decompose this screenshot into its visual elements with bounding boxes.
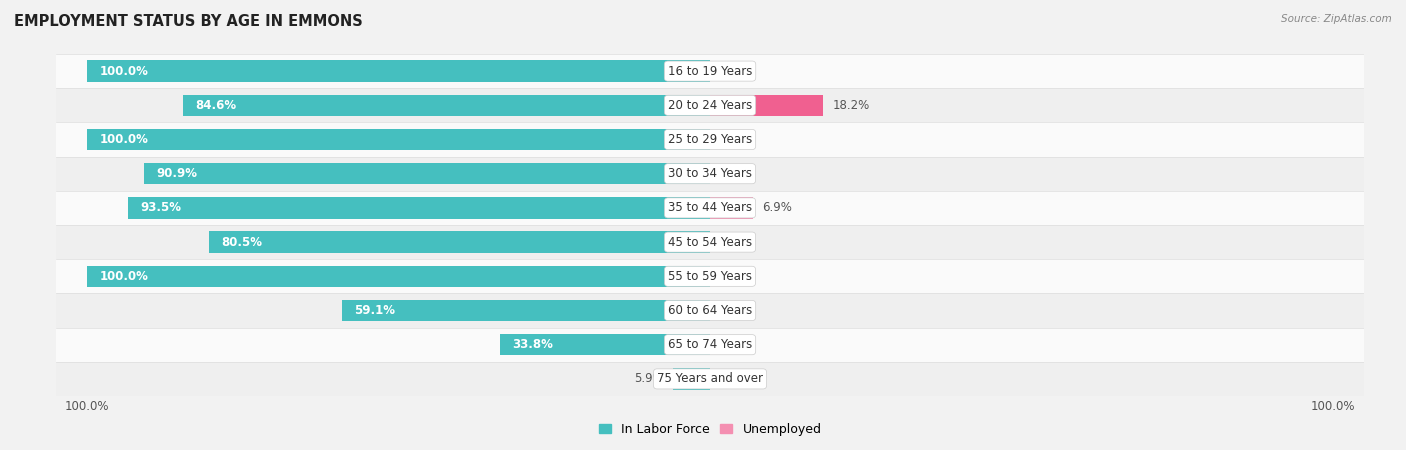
Bar (56, 88, 1364, 122)
Text: 5.9%: 5.9% (634, 373, 664, 385)
Text: 25 to 29 Years: 25 to 29 Years (668, 133, 752, 146)
Bar (56, 122, 1364, 157)
Text: 35 to 44 Years: 35 to 44 Years (668, 202, 752, 214)
Bar (143, 163, 710, 184)
Text: 0.0%: 0.0% (720, 133, 749, 146)
Text: 0.0%: 0.0% (720, 167, 749, 180)
Text: EMPLOYMENT STATUS BY AGE IN EMMONS: EMPLOYMENT STATUS BY AGE IN EMMONS (14, 14, 363, 28)
Bar (56, 191, 1364, 225)
Text: 55 to 59 Years: 55 to 59 Years (668, 270, 752, 283)
Legend: In Labor Force, Unemployed: In Labor Force, Unemployed (593, 418, 827, 441)
Text: 18.2%: 18.2% (832, 99, 870, 112)
Text: 16 to 19 Years: 16 to 19 Years (668, 65, 752, 77)
Bar (87, 60, 710, 82)
Text: 0.0%: 0.0% (720, 236, 749, 248)
Text: 80.5%: 80.5% (221, 236, 263, 248)
Bar (56, 259, 1364, 293)
Text: 65 to 74 Years: 65 to 74 Years (668, 338, 752, 351)
Text: 0.0%: 0.0% (720, 270, 749, 283)
Text: 100.0%: 100.0% (100, 270, 149, 283)
Bar (499, 334, 710, 356)
Text: 0.0%: 0.0% (720, 65, 749, 77)
Bar (342, 300, 710, 321)
Bar (208, 231, 710, 253)
Text: 0.0%: 0.0% (720, 338, 749, 351)
Text: 30 to 34 Years: 30 to 34 Years (668, 167, 752, 180)
Bar (128, 197, 710, 219)
Bar (56, 293, 1364, 328)
Bar (710, 197, 754, 219)
Text: 59.1%: 59.1% (354, 304, 395, 317)
Text: 84.6%: 84.6% (195, 99, 236, 112)
Bar (183, 94, 710, 116)
Text: 33.8%: 33.8% (512, 338, 553, 351)
Bar (56, 157, 1364, 191)
Bar (56, 54, 1364, 88)
Text: 60 to 64 Years: 60 to 64 Years (668, 304, 752, 317)
Text: Source: ZipAtlas.com: Source: ZipAtlas.com (1281, 14, 1392, 23)
Bar (673, 368, 710, 390)
Bar (710, 94, 824, 116)
Text: 90.9%: 90.9% (156, 167, 197, 180)
Bar (87, 266, 710, 287)
Bar (87, 129, 710, 150)
Text: 100.0%: 100.0% (100, 65, 149, 77)
Bar (56, 225, 1364, 259)
Bar (56, 362, 1364, 396)
Text: 6.9%: 6.9% (762, 202, 792, 214)
Bar (56, 328, 1364, 362)
Text: 93.5%: 93.5% (141, 202, 181, 214)
Text: 100.0%: 100.0% (100, 133, 149, 146)
Text: 0.0%: 0.0% (720, 304, 749, 317)
Text: 45 to 54 Years: 45 to 54 Years (668, 236, 752, 248)
Text: 0.0%: 0.0% (720, 373, 749, 385)
Text: 75 Years and over: 75 Years and over (657, 373, 763, 385)
Text: 20 to 24 Years: 20 to 24 Years (668, 99, 752, 112)
